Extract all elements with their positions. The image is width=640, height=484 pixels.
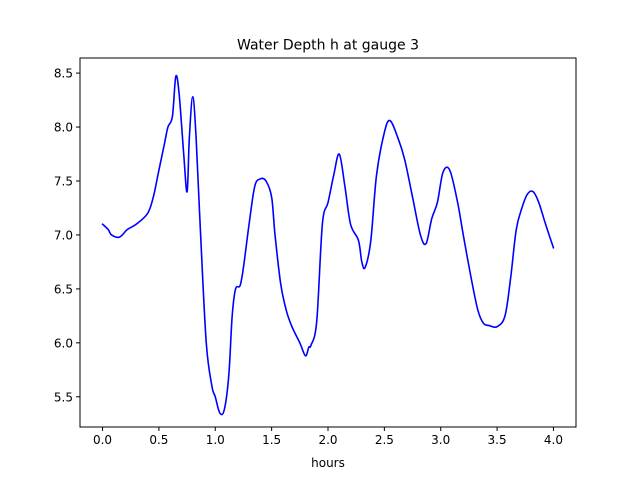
y-tick-label: 6.0 xyxy=(54,336,73,350)
x-tick-label: 3.5 xyxy=(488,433,507,447)
x-tick-label: 1.5 xyxy=(262,433,281,447)
y-tick-label: 7.0 xyxy=(54,228,73,242)
x-tick-label: 1.0 xyxy=(206,433,225,447)
x-tick-label: 0.5 xyxy=(149,433,168,447)
x-axis-label: hours xyxy=(311,456,345,470)
y-tick-label: 5.5 xyxy=(54,390,73,404)
axes-frame xyxy=(79,57,577,428)
x-tick-label: 4.0 xyxy=(544,433,563,447)
x-tick-label: 2.0 xyxy=(318,433,337,447)
y-tick-label: 8.5 xyxy=(54,67,73,81)
y-tick-label: 6.5 xyxy=(54,282,73,296)
x-tick-label: 2.5 xyxy=(375,433,394,447)
x-tick-label: 3.0 xyxy=(431,433,450,447)
y-tick-label: 8.0 xyxy=(54,121,73,135)
chart-title: Water Depth h at gauge 3 xyxy=(237,38,419,54)
series-line-0 xyxy=(101,74,555,416)
x-tick-label: 0.0 xyxy=(93,433,112,447)
plot-area: 0.0 0.5 1.0 1.5 2.0 2.5 3.0 3.5 4.0 5.5 6.0 6.5 7.0 7… xyxy=(54,57,577,447)
y-tick-label: 7.5 xyxy=(54,175,73,189)
